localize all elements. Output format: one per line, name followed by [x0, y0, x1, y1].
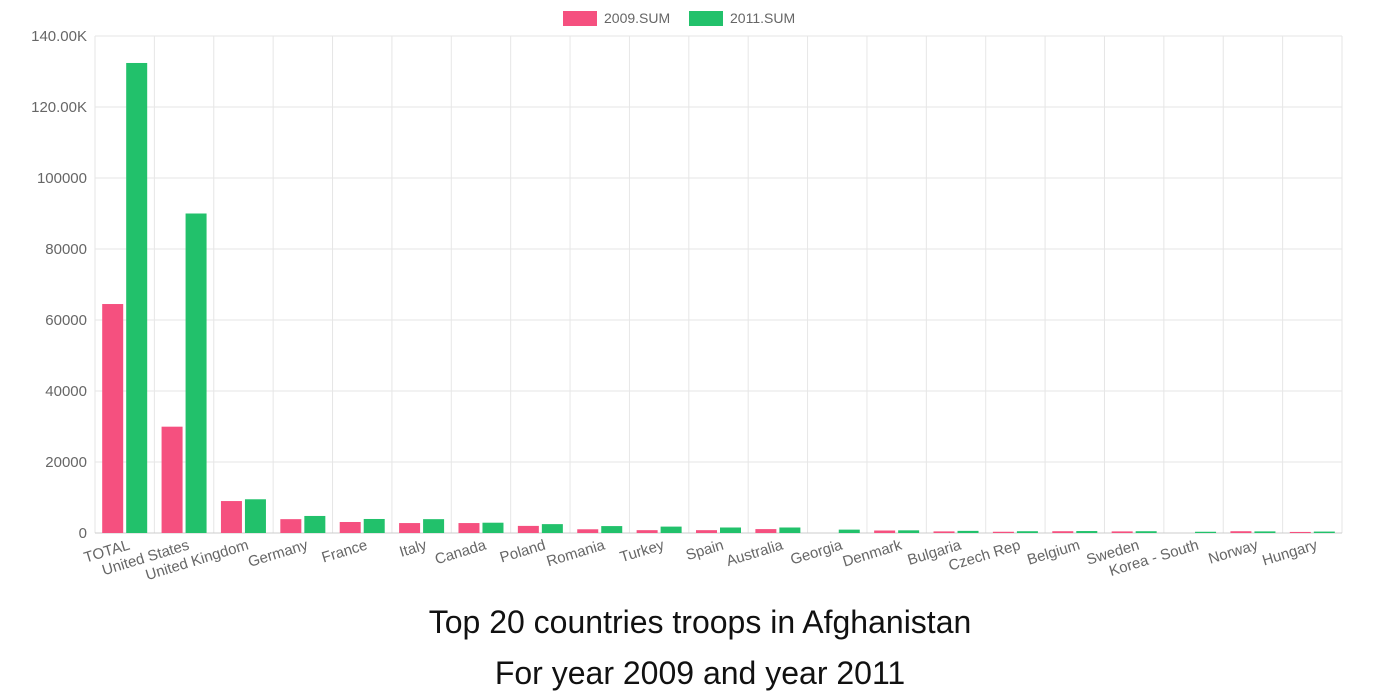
bar-2009[interactable]	[577, 529, 599, 533]
y-tick-label: 0	[79, 525, 87, 542]
x-tick-label: Spain	[684, 537, 726, 564]
bar-2009[interactable]	[1289, 531, 1311, 533]
x-tick-label: Australia	[724, 536, 785, 570]
bar-2009[interactable]	[280, 519, 302, 533]
x-tick-label: Italy	[397, 536, 429, 560]
bar-2009[interactable]	[517, 525, 539, 533]
bar-2011[interactable]	[244, 499, 266, 533]
x-tick-label: Romania	[545, 536, 608, 570]
x-tick-label: Hungary	[1260, 536, 1320, 569]
y-tick-label: 140.00K	[31, 28, 87, 45]
bar-2011[interactable]	[1313, 531, 1335, 533]
bar-2011[interactable]	[838, 529, 860, 533]
x-tick-label: Germany	[246, 536, 310, 570]
bar-2009[interactable]	[458, 523, 480, 533]
bar-2009[interactable]	[339, 521, 361, 533]
bar-2009[interactable]	[1111, 531, 1133, 533]
bar-2009[interactable]	[992, 531, 1014, 533]
bar-2009[interactable]	[161, 426, 183, 533]
y-axis-ticks: 0 20000 40000 60000 80000 100000 120.00K 140.00…	[31, 28, 87, 542]
bar-2009[interactable]	[1052, 531, 1074, 533]
bar-2011[interactable]	[1195, 531, 1217, 533]
y-tick-label: 80000	[45, 241, 87, 258]
bar-2011[interactable]	[1076, 531, 1098, 533]
x-tick-label: Denmark	[841, 536, 905, 570]
y-tick-label: 120.00K	[31, 99, 87, 116]
bar-chart: 0 20000 40000 60000 80000 100000 120.00K 140.00…	[31, 10, 1343, 584]
bar-2011[interactable]	[898, 530, 920, 533]
legend: 2009.SUM 2011.SUM	[563, 10, 795, 26]
grid-lines	[94, 35, 1343, 534]
bar-2009[interactable]	[874, 530, 896, 533]
bar-2009[interactable]	[399, 523, 421, 533]
legend-swatch-2009[interactable]	[563, 11, 597, 26]
x-tick-label: Turkey	[618, 536, 667, 566]
y-tick-label: 100000	[37, 170, 87, 187]
bar-2011[interactable]	[482, 522, 504, 533]
bar-2011[interactable]	[660, 526, 682, 533]
bar-2011[interactable]	[304, 515, 326, 533]
y-tick-label: 20000	[45, 454, 87, 471]
bar-2011[interactable]	[185, 213, 207, 534]
legend-label-2011[interactable]: 2011.SUM	[730, 10, 795, 26]
legend-swatch-2011[interactable]	[689, 11, 723, 26]
x-tick-label: France	[320, 537, 370, 567]
bar-2009[interactable]	[696, 530, 717, 533]
x-tick-label: Norway	[1206, 536, 1260, 567]
bar-2011[interactable]	[541, 524, 563, 533]
legend-label-2009[interactable]: 2009.SUM	[604, 10, 670, 26]
chart-caption-title: Top 20 countries troops in Afghanistan	[428, 604, 972, 640]
bars	[102, 62, 1335, 534]
bar-2011[interactable]	[720, 527, 741, 533]
y-tick-label: 60000	[45, 312, 87, 329]
bar-2009[interactable]	[636, 530, 658, 533]
bar-2011[interactable]	[1016, 531, 1038, 533]
chart-caption-subtitle: For year 2009 and year 2011	[494, 655, 906, 691]
bar-2011[interactable]	[423, 519, 445, 533]
bar-2011[interactable]	[957, 530, 979, 533]
bar-2011[interactable]	[363, 518, 385, 533]
bar-2011[interactable]	[126, 62, 148, 533]
bar-2011[interactable]	[601, 526, 623, 533]
bar-2011[interactable]	[1254, 531, 1276, 533]
y-tick-label: 40000	[45, 383, 87, 400]
bar-2011[interactable]	[1135, 531, 1157, 533]
bar-2011[interactable]	[779, 527, 801, 533]
x-tick-label: Belgium	[1025, 537, 1082, 569]
x-tick-label: Poland	[498, 537, 548, 567]
x-tick-label: Canada	[433, 536, 489, 568]
bar-2009[interactable]	[220, 501, 242, 533]
x-tick-label: Georgia	[788, 536, 845, 568]
bar-2009[interactable]	[102, 304, 124, 533]
bar-2009[interactable]	[1230, 531, 1252, 533]
bar-2009[interactable]	[755, 529, 777, 533]
bar-2009[interactable]	[933, 531, 955, 533]
